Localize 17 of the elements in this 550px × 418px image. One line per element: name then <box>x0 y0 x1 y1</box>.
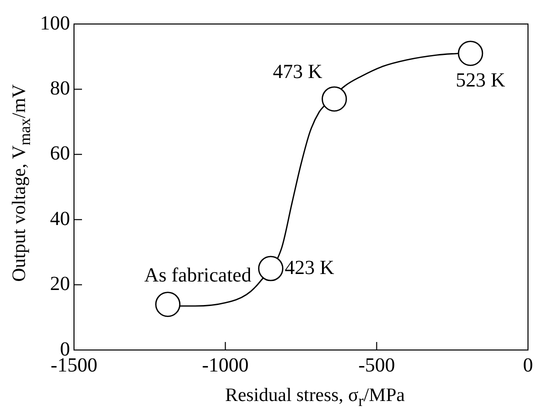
y-tick-label: 20 <box>50 273 70 296</box>
x-tick-label: -1000 <box>202 354 249 376</box>
point <box>322 86 347 112</box>
annotation: 523 K <box>456 70 506 92</box>
y-tick-label: 60 <box>50 142 70 165</box>
x-axis-title: Residual stress, σ$_{r}$/MPa <box>224 385 406 411</box>
y-tick-label: 100 <box>40 12 70 34</box>
annotation: 473 K <box>272 61 323 84</box>
point <box>458 40 484 66</box>
point <box>258 256 284 282</box>
annotation: 423 K <box>284 256 335 279</box>
x-tick-label: -500 <box>358 354 396 376</box>
point <box>155 292 180 318</box>
y-tick-label: 40 <box>50 208 70 230</box>
y-tick-label: 80 <box>50 77 70 100</box>
x-tick-label: 0 <box>523 354 533 376</box>
annotation: As fabricated <box>144 264 252 287</box>
